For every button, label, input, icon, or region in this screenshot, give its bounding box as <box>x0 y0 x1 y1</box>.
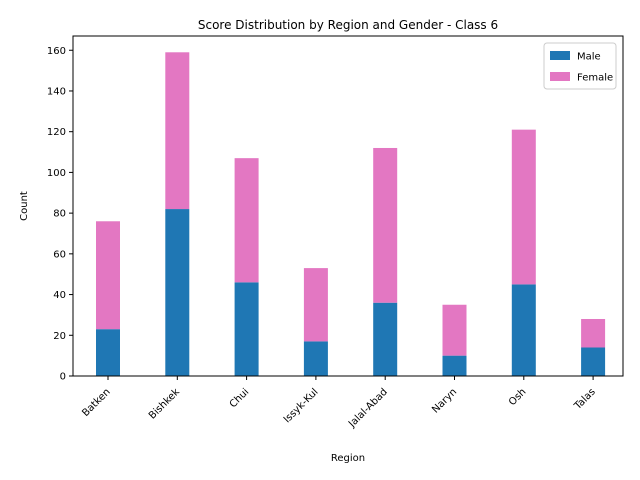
bar-male-jalal-abad <box>373 302 398 376</box>
bar-female-osh <box>511 129 536 285</box>
bar-male-issyk-kul <box>303 341 328 376</box>
bar-female-issyk-kul <box>303 268 328 342</box>
chart-title: Score Distribution by Region and Gender … <box>198 18 498 32</box>
x-tick-label: Issyk-Kul <box>282 387 321 426</box>
y-tick-label: 140 <box>47 86 66 97</box>
legend-swatch-male <box>550 51 570 60</box>
bar-male-bishkek <box>165 209 190 376</box>
bar-female-jalal-abad <box>373 147 398 303</box>
bars-group <box>96 52 606 376</box>
bar-male-osh <box>511 284 536 376</box>
plot-frame <box>72 35 624 377</box>
y-tick-label: 160 <box>47 46 66 57</box>
bar-male-batken <box>96 329 120 376</box>
y-axis-label: Count <box>19 191 30 221</box>
bar-female-naryn <box>442 304 467 356</box>
x-tick-label: Jalal-Abad <box>346 387 390 431</box>
legend-swatch-female <box>550 72 570 81</box>
y-axis: 0 20 40 60 80 100 120 140 160 <box>47 46 73 383</box>
y-tick-label: 80 <box>53 209 66 220</box>
x-tick-label: Batken <box>80 387 112 419</box>
y-tick-label: 60 <box>53 249 66 260</box>
x-tick-label: Bishkek <box>147 386 182 421</box>
bar-male-naryn <box>442 355 467 376</box>
bar-male-chui <box>234 282 259 376</box>
x-tick-label: Chui <box>228 387 252 411</box>
x-axis: Batken Bishkek Chui Issyk-Kul Jalal-Abad Nary… <box>80 376 598 430</box>
bar-female-talas <box>581 318 606 348</box>
x-tick-label: Naryn <box>430 387 459 416</box>
legend-label-female: Female <box>577 73 613 84</box>
y-tick-label: 40 <box>53 290 66 301</box>
x-tick-label: Osh <box>507 387 529 409</box>
y-tick-label: 0 <box>60 372 66 383</box>
x-axis-label: Region <box>331 453 365 464</box>
y-tick-label: 20 <box>53 331 66 342</box>
legend: Male Female <box>543 42 617 90</box>
bar-female-batken <box>96 221 120 330</box>
bar-male-talas <box>581 347 606 376</box>
bar-female-bishkek <box>165 52 190 210</box>
x-tick-label: Talas <box>572 387 598 413</box>
y-tick-label: 100 <box>47 168 66 179</box>
legend-label-male: Male <box>577 52 601 63</box>
bar-female-chui <box>234 158 259 283</box>
y-tick-label: 120 <box>47 127 66 138</box>
